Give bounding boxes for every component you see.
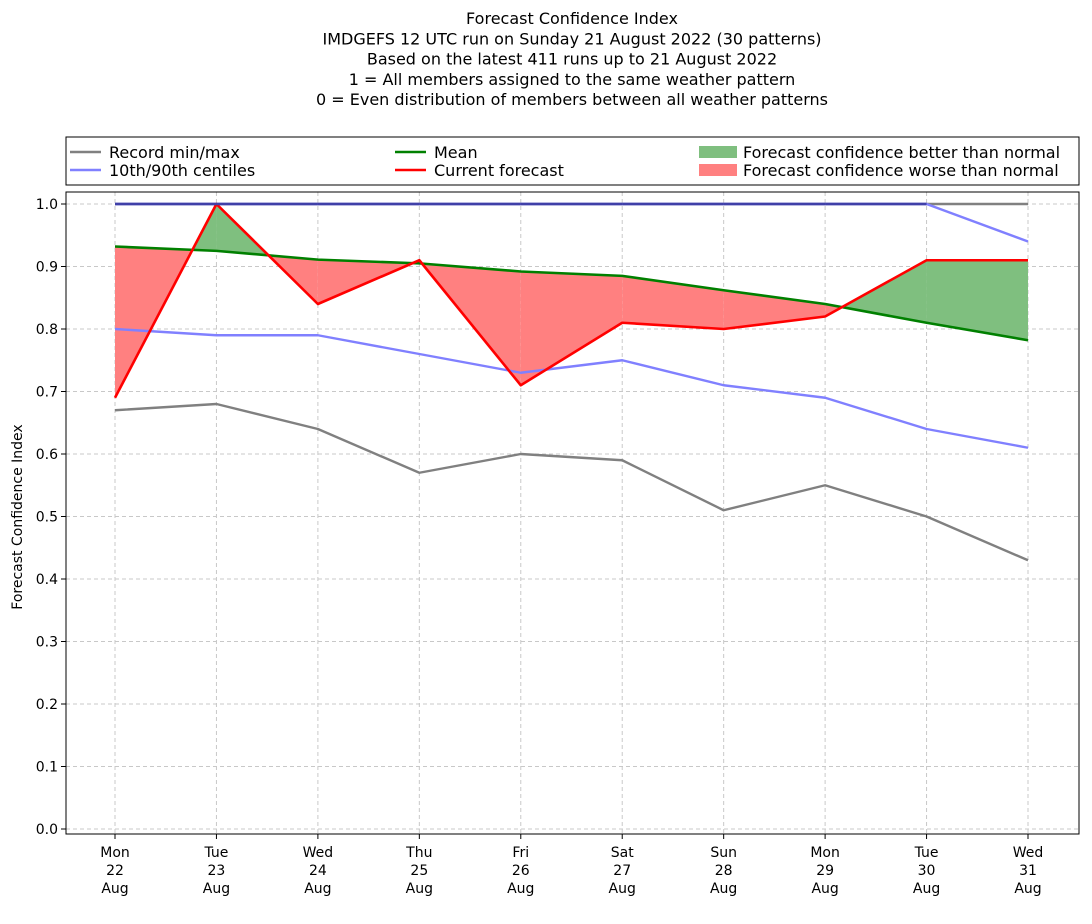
x-tick-label: Aug <box>507 881 534 897</box>
x-tick-label: Aug <box>609 881 636 897</box>
y-tick-label: 0.7 <box>36 385 58 401</box>
legend-item: Forecast confidence better than normal <box>699 143 1060 162</box>
x-tick-label: Aug <box>304 881 331 897</box>
x-tick-label: Aug <box>406 881 433 897</box>
x-tick-label: Aug <box>101 881 128 897</box>
x-tick-label: Thu <box>405 845 432 861</box>
legend-label: Forecast confidence worse than normal <box>743 161 1059 180</box>
x-tick-label: 29 <box>816 863 834 879</box>
legend-swatch-patch <box>699 146 737 158</box>
series-lines <box>113 202 1029 562</box>
legend-item: Record min/max <box>70 143 240 162</box>
x-tick-label: Mon <box>100 845 130 861</box>
record-min-line <box>114 402 1029 562</box>
legend-box <box>65 136 1080 186</box>
x-tick-label: 27 <box>613 863 631 879</box>
legend-label: Record min/max <box>109 143 240 162</box>
x-tick-label: Mon <box>810 845 840 861</box>
y-tick-label: 0.1 <box>36 760 58 776</box>
centile-10-line <box>114 327 1029 449</box>
legend-label: Mean <box>434 143 478 162</box>
y-tick-label: 0.5 <box>36 510 58 526</box>
legend-item: 10th/90th centiles <box>70 161 255 180</box>
current-forecast-line <box>113 202 1028 399</box>
axes-frame <box>65 191 1080 835</box>
x-tick-label: Tue <box>203 845 228 861</box>
x-tick-label: Aug <box>811 881 838 897</box>
x-tick-label: Tue <box>914 845 939 861</box>
legend-item: Mean <box>395 143 478 162</box>
y-axis: 0.0 0.1 0.2 0.3 0.4 0.5 0.6 0.7 0.8 0.9 1.0 <box>36 197 66 838</box>
x-tick-label: Wed <box>1013 845 1044 861</box>
x-tick-label: 30 <box>918 863 936 879</box>
y-tick-label: 0.6 <box>36 447 58 463</box>
y-tick-label: 0.2 <box>36 697 58 713</box>
y-tick-label: 0.8 <box>36 322 58 338</box>
fill-better-than-normal <box>926 260 1028 341</box>
title-line-4: 1 = All members assigned to the same wea… <box>349 70 796 89</box>
x-tick-label: Sat <box>611 845 634 861</box>
y-tick-label: 0.3 <box>36 635 58 651</box>
y-tick-label: 1.0 <box>36 197 58 213</box>
x-tick-label: 23 <box>208 863 226 879</box>
y-tick-label: 0.4 <box>36 572 58 588</box>
title-line-5: 0 = Even distribution of members between… <box>316 90 828 109</box>
plot-area: 0.0 0.1 0.2 0.3 0.4 0.5 0.6 0.7 0.8 0.9 1.0 Mon 22 Au… <box>10 191 1080 897</box>
fill-worse-than-normal <box>520 271 623 386</box>
y-tick-label: 0.9 <box>36 260 58 276</box>
title-line-3: Based on the latest 411 runs up to 21 Au… <box>367 50 777 69</box>
x-tick-label: 26 <box>512 863 530 879</box>
y-tick-label: 0.0 <box>36 822 58 838</box>
x-tick-label: Wed <box>303 845 334 861</box>
legend-item: Forecast confidence worse than normal <box>699 161 1059 180</box>
legend-item: Current forecast <box>395 161 564 180</box>
x-tick-label: 25 <box>410 863 428 879</box>
legend-label: 10th/90th centiles <box>109 161 255 180</box>
x-tick-label: 31 <box>1019 863 1037 879</box>
x-tick-label: Fri <box>512 845 529 861</box>
fill-better-than-normal <box>842 260 927 323</box>
x-tick-label: 28 <box>715 863 733 879</box>
fill-worse-than-normal <box>622 275 724 329</box>
x-tick-label: Aug <box>203 881 230 897</box>
x-tick-label: Aug <box>913 881 940 897</box>
x-tick-label: 24 <box>309 863 327 879</box>
title-line-1: Forecast Confidence Index <box>466 9 678 28</box>
legend-label: Current forecast <box>434 161 564 180</box>
x-axis: Mon 22 Aug Tue 23 Aug Wed 24 Aug Thu 25 Aug Fri 26 Aug… <box>100 834 1043 897</box>
x-tick-label: Sun <box>710 845 737 861</box>
title-line-2: IMDGEFS 12 UTC run on Sunday 21 August 2… <box>322 29 821 48</box>
x-tick-label: 22 <box>106 863 124 879</box>
x-tick-label: Aug <box>1014 881 1041 897</box>
y-axis-label: Forecast Confidence Index <box>10 424 26 609</box>
x-tick-label: Aug <box>710 881 737 897</box>
legend-swatch-patch <box>699 164 737 176</box>
legend-label: Forecast confidence better than normal <box>743 143 1060 162</box>
